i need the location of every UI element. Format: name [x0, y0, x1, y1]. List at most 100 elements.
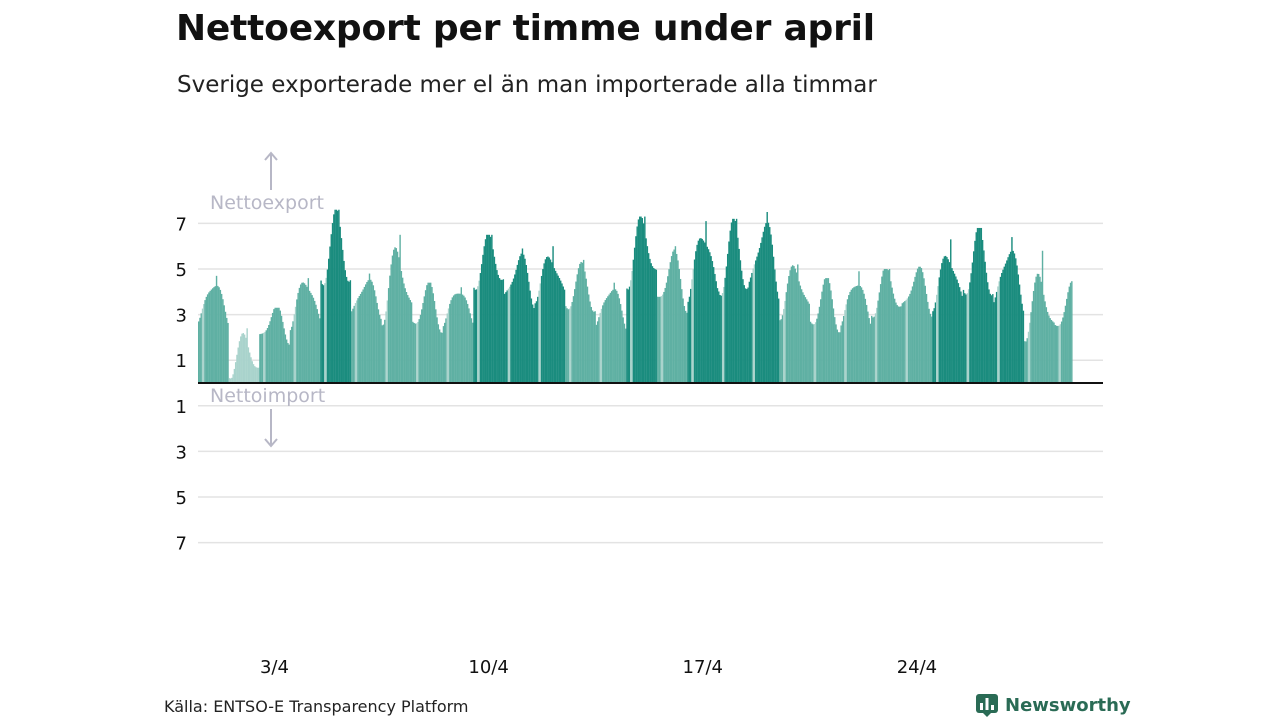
hour-bar: [493, 256, 496, 383]
hour-bar: [994, 297, 997, 383]
hour-bar: [529, 290, 531, 383]
hour-bar: [944, 255, 947, 383]
hour-bar: [737, 237, 739, 383]
hour-bar: [955, 276, 957, 383]
hour-bar: [806, 299, 808, 383]
hour-bar: [705, 221, 707, 383]
hour-bar: [475, 289, 478, 383]
hour-bar: [468, 308, 470, 383]
hour-bar: [366, 282, 368, 383]
hour-bar: [960, 291, 962, 383]
hour-bar: [414, 323, 417, 383]
hour-bar: [415, 323, 418, 383]
hour-bar: [590, 306, 593, 383]
hour-bar: [618, 298, 621, 383]
hour-bar: [706, 246, 708, 383]
hour-bar: [734, 220, 737, 383]
hour-bar: [800, 289, 803, 383]
hour-bar: [783, 308, 785, 383]
hour-bar: [222, 299, 224, 383]
y-tick-label: 7: [176, 214, 187, 235]
hour-bar: [224, 311, 227, 383]
hour-bar: [719, 295, 721, 383]
hour-bar: [635, 236, 637, 383]
hour-bar: [860, 287, 863, 383]
hour-bar: [877, 300, 879, 383]
hour-bar: [580, 261, 582, 383]
hour-bar: [969, 282, 971, 383]
hour-bar: [668, 269, 670, 383]
hour-bar: [998, 281, 1000, 383]
hour-bar: [900, 306, 902, 383]
hour-bar: [693, 259, 696, 383]
hour-bar: [256, 367, 259, 383]
hour-bar: [918, 266, 920, 383]
hour-bar: [841, 321, 844, 383]
hour-bar: [261, 333, 264, 383]
hour-bar: [1063, 312, 1065, 383]
hour-bar: [362, 289, 364, 383]
hour-bar: [667, 276, 669, 383]
hour-bar: [776, 291, 779, 383]
hour-bar: [793, 266, 795, 383]
hour-bar: [291, 326, 293, 383]
hour-bar: [296, 299, 298, 383]
hour-bar: [474, 289, 477, 383]
hour-bar: [914, 276, 916, 383]
hour-bar: [1055, 325, 1058, 383]
hour-bar: [765, 223, 767, 383]
hour-bar: [459, 293, 461, 383]
hour-bar: [929, 313, 932, 383]
y-tick-label: 1: [176, 397, 187, 418]
hour-bar: [245, 337, 247, 383]
hour-bar: [892, 293, 895, 383]
arrow-up-icon: [264, 151, 278, 161]
hour-bar: [1007, 257, 1009, 383]
hour-bar: [484, 239, 487, 383]
hour-bar: [716, 288, 719, 383]
hour-bar: [521, 248, 524, 383]
hour-bar: [855, 286, 858, 383]
y-tick-label: 5: [176, 260, 187, 281]
hour-bar: [384, 319, 386, 383]
hour-bar: [311, 295, 313, 383]
hour-bar: [394, 247, 396, 383]
hour-bar: [335, 209, 338, 383]
hour-bar: [386, 300, 389, 383]
hour-bar: [305, 284, 307, 383]
hour-bar: [1062, 317, 1064, 383]
hour-bar: [526, 272, 529, 383]
hour-bar: [523, 254, 525, 383]
hour-bar: [625, 328, 627, 383]
hour-bar: [617, 293, 619, 383]
hour-bar: [621, 310, 623, 383]
hour-bar: [933, 308, 935, 383]
hour-bar: [1048, 315, 1050, 383]
hour-bar: [511, 281, 513, 383]
hour-bar: [790, 266, 793, 383]
hour-bar: [626, 288, 628, 383]
hour-bar: [840, 325, 842, 383]
hour-bar: [777, 298, 780, 383]
hour-bar: [881, 276, 883, 383]
hour-bar: [661, 294, 664, 383]
hour-bar: [1035, 276, 1037, 383]
hour-bar: [398, 257, 400, 383]
hour-bar: [690, 288, 692, 383]
hour-bar: [747, 287, 749, 383]
hour-bar: [548, 257, 550, 383]
hour-bar: [890, 281, 892, 383]
hour-bar: [791, 265, 794, 383]
hour-bar: [507, 288, 510, 383]
hour-bar: [544, 259, 547, 383]
hour-bar: [543, 263, 545, 383]
hour-bar: [920, 268, 923, 383]
hour-bar: [282, 321, 284, 383]
hour-bar: [250, 357, 252, 383]
hour-bar: [962, 289, 965, 383]
hour-bar: [359, 293, 362, 383]
hour-bar: [251, 361, 253, 383]
hour-bar: [329, 246, 331, 383]
hour-bar: [769, 227, 771, 383]
hour-bar: [492, 249, 494, 383]
